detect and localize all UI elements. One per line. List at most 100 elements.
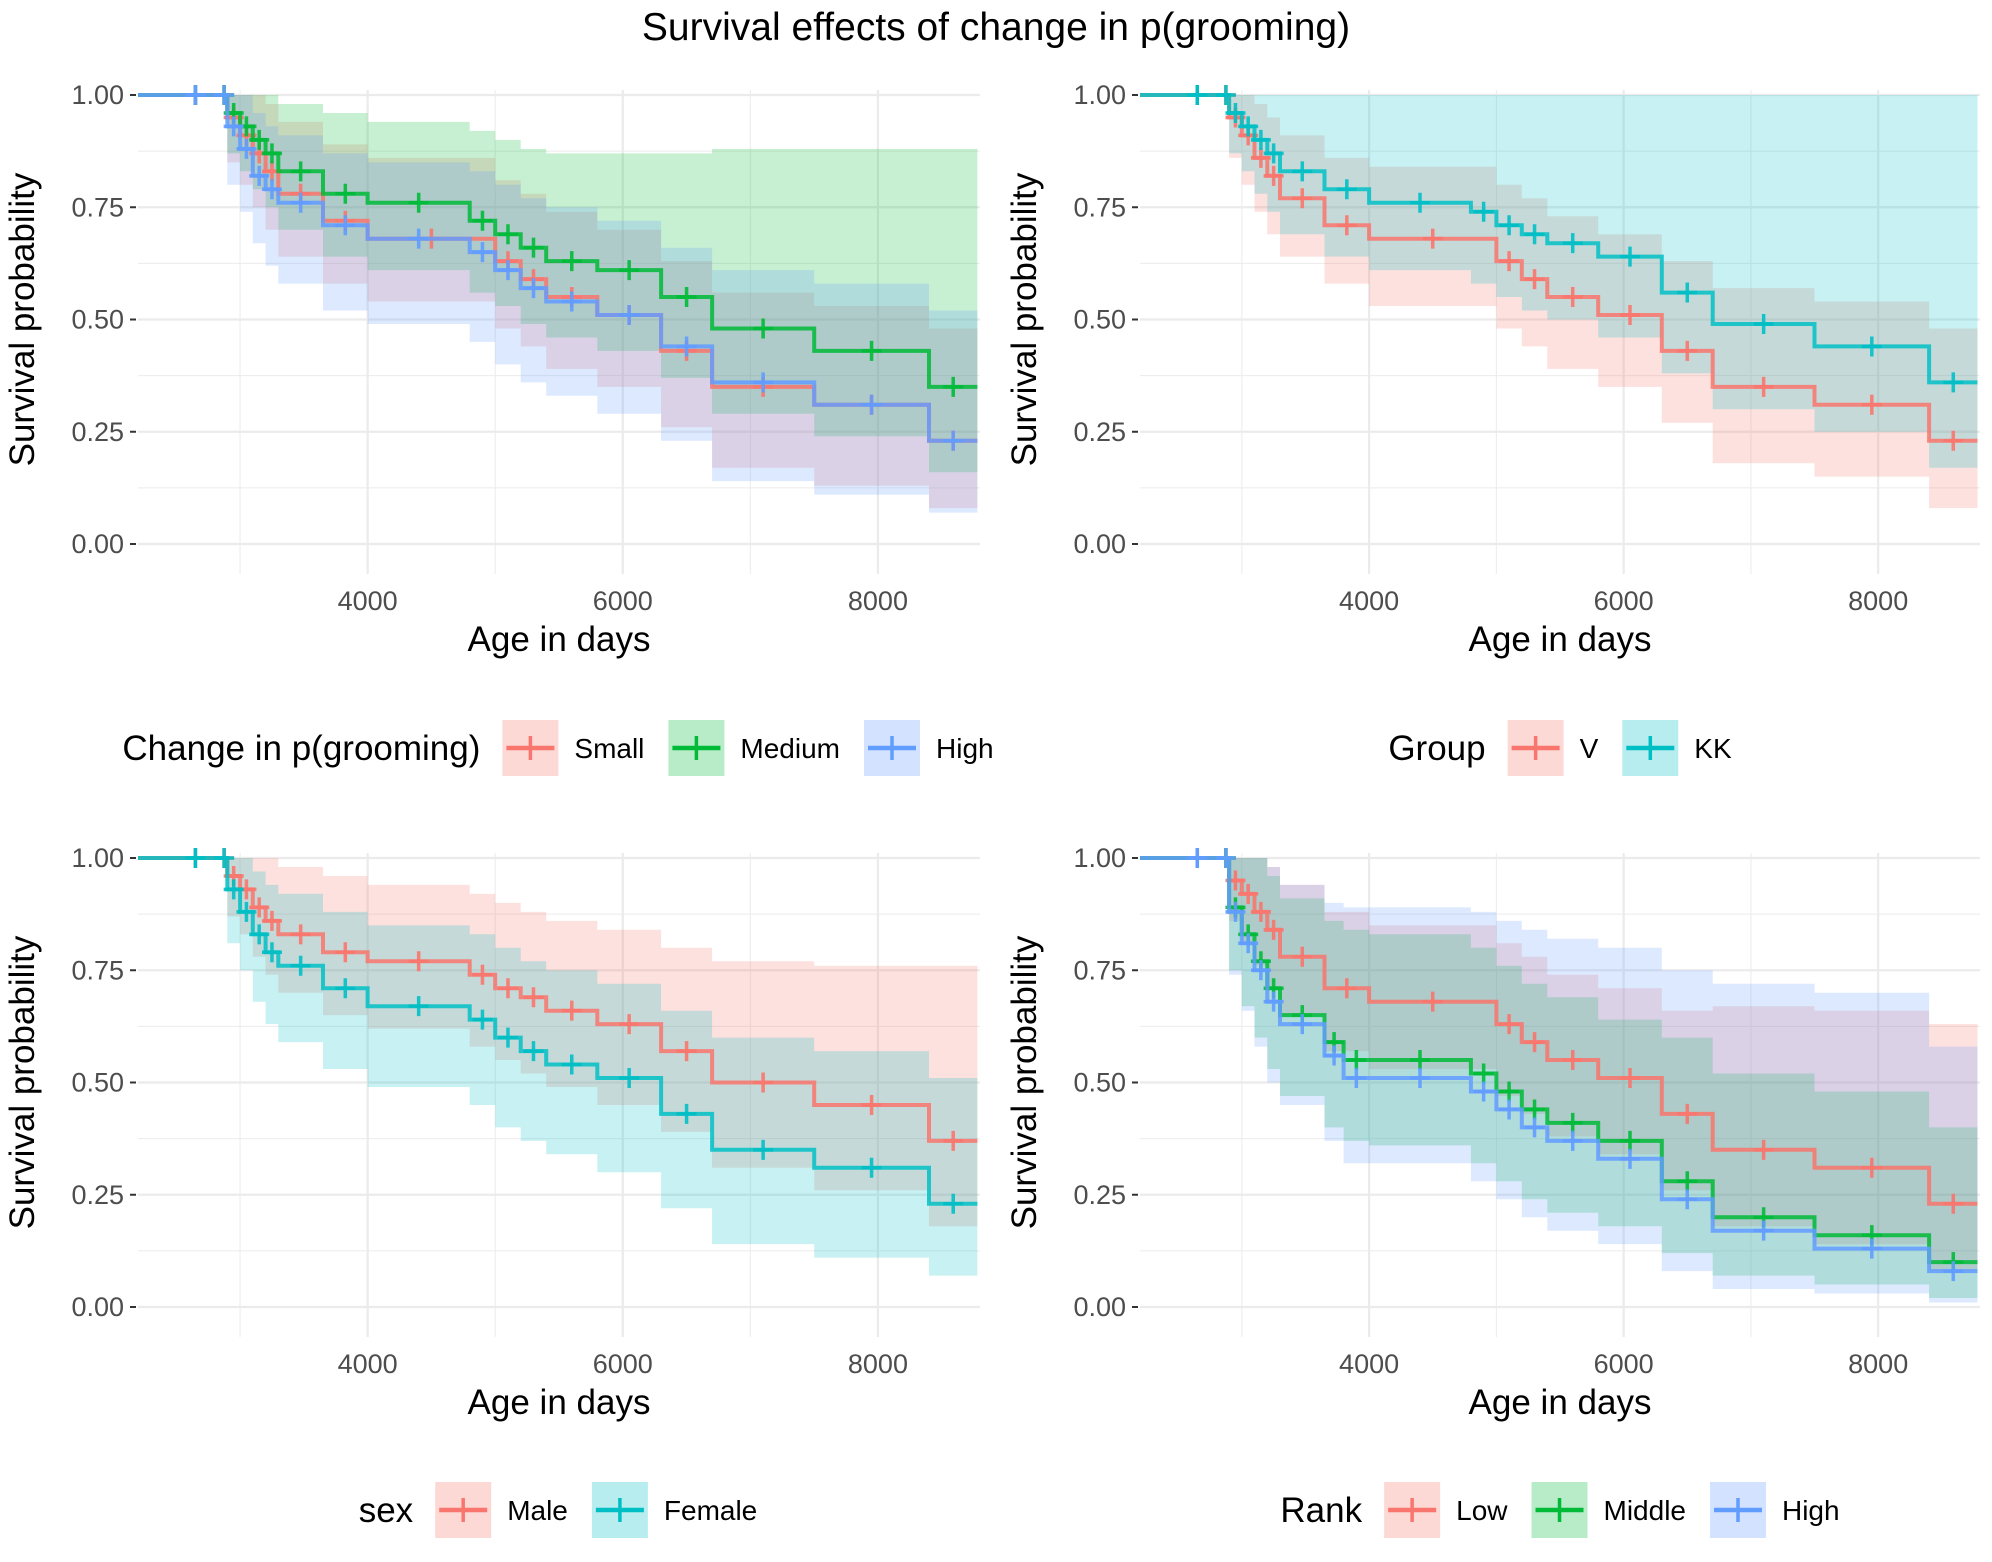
censor-mark [1861,1157,1882,1178]
censor-mark [861,340,882,361]
censor-mark [753,372,774,393]
y-tick-label: 0.25 [71,417,124,447]
censor-mark [523,1041,544,1062]
censor-mark [1292,161,1313,182]
y-tick-label: 0.00 [1073,1292,1126,1322]
censor-mark [1250,129,1271,150]
legend-label-middle: Middle [1604,1495,1686,1526]
censor-mark [1861,336,1882,357]
censor-mark [290,192,311,213]
y-tick-label: 1.00 [1073,843,1126,873]
censor-mark [223,116,244,137]
censor-mark [497,978,518,999]
censor-mark [523,237,544,258]
censor-mark [1524,224,1545,245]
x-tick-label: 8000 [848,586,908,616]
censor-mark [335,183,356,204]
censor-mark [1238,116,1259,137]
x-tick-label: 8000 [848,1349,908,1379]
legend-label-male: Male [507,1495,568,1526]
censor-mark [1292,946,1313,967]
censor-mark [753,318,774,339]
censor-mark [619,260,640,281]
censor-mark [185,848,206,868]
censor-mark [290,161,311,182]
x-tick-label: 4000 [1339,1349,1399,1379]
censor-mark [561,251,582,272]
censor-mark [1753,313,1774,334]
legend-key-male [435,1482,492,1538]
censor-mark [861,1157,882,1178]
censor-mark [408,228,429,249]
y-tick-label: 0.50 [1073,1068,1126,1098]
censor-mark [214,848,235,868]
y-tick-label: 0.00 [71,1292,124,1322]
legend: Group V KK [1388,720,1732,776]
ci-band-low [1140,858,1978,1272]
censor-mark [561,291,582,312]
grid [138,853,980,1337]
y-tick-label: 1.00 [71,843,124,873]
y-tick-label: 0.25 [71,1180,124,1210]
censor-mark [408,192,429,213]
grid [138,90,980,574]
x-tick-label: 6000 [1594,1349,1654,1379]
y-tick-label: 0.25 [1073,1180,1126,1210]
x-tick-label: 8000 [1848,586,1908,616]
censor-mark [1499,251,1520,272]
censor-mark [1336,215,1357,236]
censor-mark [1562,1050,1583,1071]
y-axis-title: Survival probability [1005,935,1044,1229]
legend-title: Rank [1280,1491,1362,1530]
censor-mark [223,879,244,900]
legend-label-small: Small [574,733,644,764]
censor-mark [335,942,356,963]
ci-band-medium [138,95,978,473]
censor-mark [335,215,356,236]
censor-mark [861,1094,882,1115]
censor-mark [1238,883,1259,904]
censor-mark [1336,978,1357,999]
censor-mark [1215,85,1236,105]
censor-mark [1562,233,1583,254]
legend-title: Change in p(grooming) [122,729,480,768]
y-tick-label: 0.75 [71,192,124,222]
legend-label-v: V [1580,733,1599,764]
censor-mark [249,129,270,150]
y-tick-label: 1.00 [1073,80,1126,110]
x-tick-label: 6000 [1594,586,1654,616]
censor-mark [1346,1050,1367,1071]
censor-mark [619,1014,640,1035]
censor-mark [1562,1130,1583,1151]
censor-mark [1499,215,1520,236]
censor-mark [1499,1099,1520,1120]
censor-mark [753,1139,774,1160]
censor-mark [1562,287,1583,308]
y-tick-label: 0.75 [1073,955,1126,985]
y-tick-label: 0.50 [71,1068,124,1098]
y-tick-label: 0.50 [1073,305,1126,335]
legend-label-high: High [936,733,994,764]
ci-band-high [1140,858,1978,1303]
censor-mark [1292,1014,1313,1035]
panel-3: 0.00 0.25 0.50 0.75 1.00 4000 6000 8000 Age in d… [3,843,980,1538]
censor-mark [1677,1103,1698,1124]
ci-band-high [138,95,978,513]
censor-mark [1410,192,1430,213]
censor-mark [1250,901,1271,922]
censor-mark [1263,991,1284,1012]
censor-mark [1410,1050,1430,1071]
censor-mark [1499,1014,1520,1035]
censor-mark [1753,1139,1774,1160]
censor-mark [236,901,257,922]
legend-label-low: Low [1456,1495,1508,1526]
legend-key-v [1507,720,1564,776]
legend-key-low [1384,1482,1441,1538]
censor-mark [523,987,544,1008]
y-tick-label: 0.50 [71,305,124,335]
legend-key-high [1709,1482,1766,1538]
x-tick-label: 6000 [593,586,653,616]
censor-mark [1943,430,1964,451]
censor-mark [1677,1171,1698,1192]
censor-mark [1336,179,1357,200]
